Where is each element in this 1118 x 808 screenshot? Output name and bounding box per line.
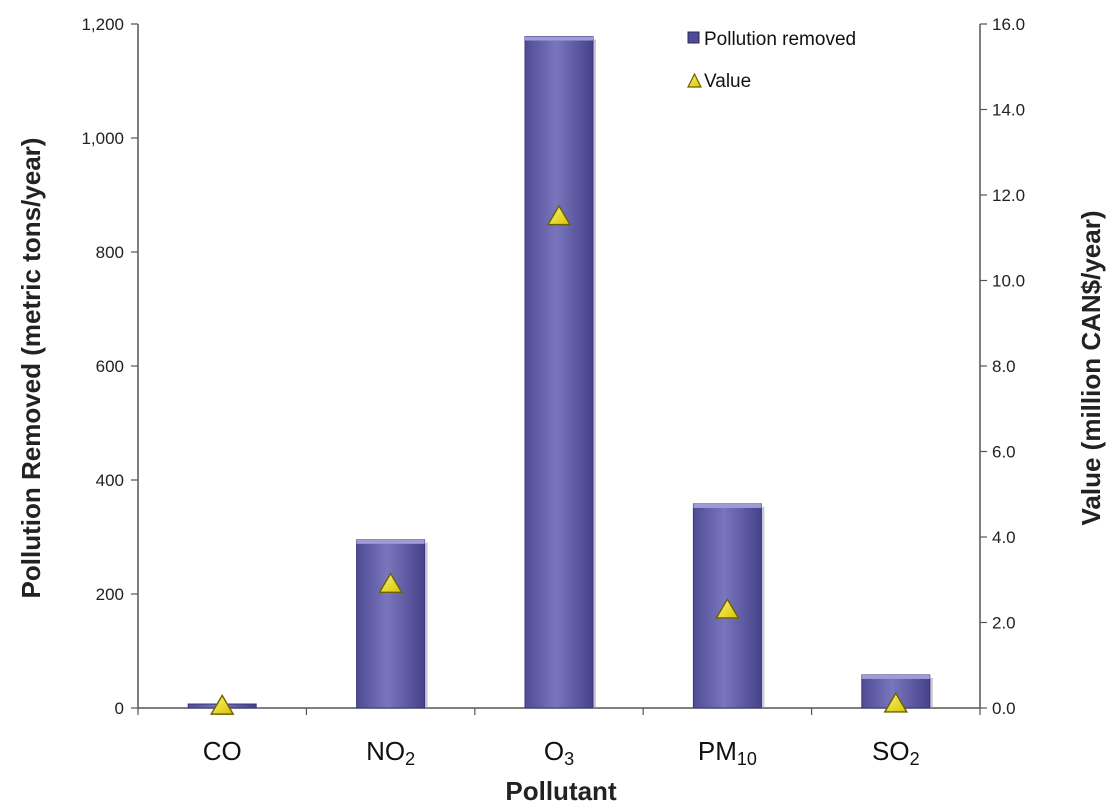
bar-top-bevel [861,674,930,679]
y-tick-label: 400 [96,471,124,490]
bar [356,539,426,709]
legend-label-bars: Pollution removed [704,29,856,50]
y-axis-title: Pollution Removed (metric tons/year) [16,138,46,599]
x-category-label: CO [203,736,242,766]
category-labels: CO NO2 O3 PM10 SO2 [203,736,920,769]
value-marker [546,204,572,226]
y2-tick-label: 4.0 [992,528,1016,547]
value-marker [715,597,740,619]
x-category-label: NO2 [366,736,415,769]
y2-tick-label: 14.0 [992,101,1025,120]
bar-top-bevel [525,36,593,41]
tick-labels: 0 200 400 600 800 1,000 1,200 0.0 2.0 4.0 6.0 8.0 10… [81,15,1025,718]
y2-tick-label: 12.0 [992,186,1025,205]
y2-tick-label: 0.0 [992,699,1016,718]
value-marker [883,691,909,713]
y2-tick-label: 16.0 [992,15,1025,34]
bar [524,36,594,709]
legend: Pollution removed Value [687,29,856,92]
y2-axis-title: Value (million CAN$/year) [1076,211,1106,526]
legend-swatch-bars [687,31,700,44]
bar-top-bevel [356,539,425,544]
bar-top-bevel [693,503,762,508]
legend-swatch-markers [687,72,702,88]
x-category-label: PM10 [698,736,757,769]
y2-tick-label: 2.0 [992,614,1016,633]
y2-tick-label: 6.0 [992,443,1016,462]
x-axis-title: Pollutant [505,776,617,806]
value-marker [209,694,235,715]
bars [187,36,933,709]
x-category-label: O3 [544,736,574,769]
y-tick-label: 0 [115,699,124,718]
y-tick-label: 200 [96,585,124,604]
legend-label-markers: Value [704,71,751,92]
value-markers [209,204,909,715]
y-tick-label: 1,000 [81,129,124,148]
y2-tick-label: 8.0 [992,357,1016,376]
y-tick-label: 800 [96,243,124,262]
y-tick-label: 1,200 [81,15,124,34]
value-marker [378,572,403,593]
x-category-label: SO2 [872,736,920,769]
y-tick-label: 600 [96,357,124,376]
y2-tick-label: 10.0 [992,272,1025,291]
